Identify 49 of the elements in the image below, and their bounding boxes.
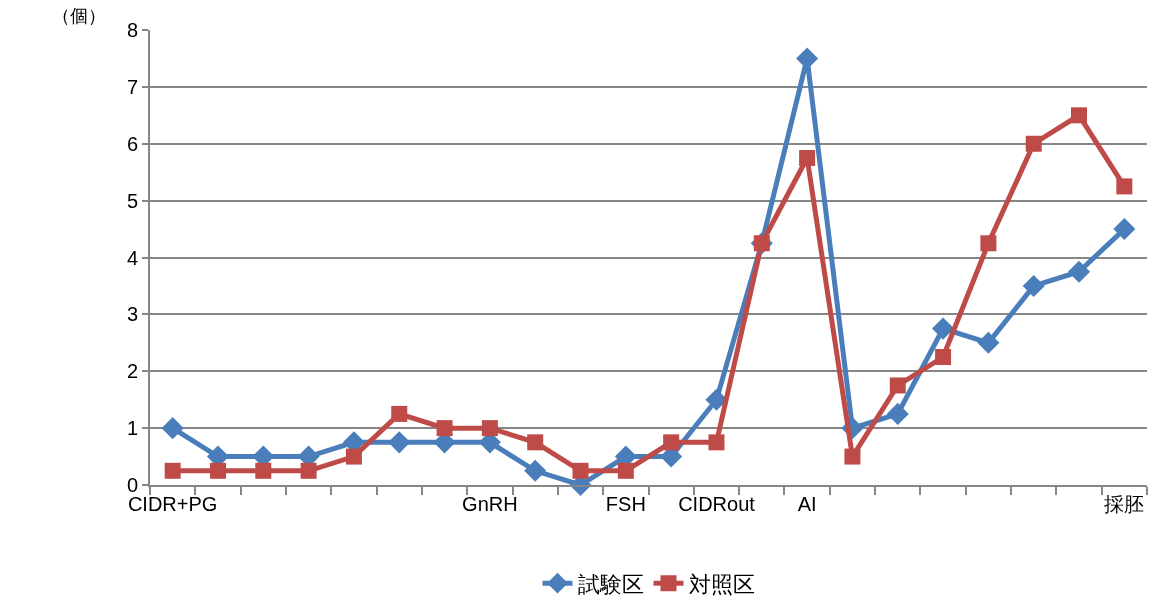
point — [663, 434, 680, 451]
point — [1067, 260, 1091, 283]
y-tick-label: 1 — [126, 417, 138, 440]
point — [799, 149, 816, 166]
x-tick-label: GnRH — [462, 493, 518, 515]
point — [1071, 107, 1088, 124]
point — [980, 235, 997, 252]
point — [164, 462, 181, 479]
point — [255, 462, 272, 479]
x-tick-label: AI — [797, 493, 817, 515]
y-tick-label: 6 — [126, 132, 138, 155]
x-tick-label: CIDR+PG — [127, 493, 218, 515]
point — [1113, 218, 1136, 241]
y-axis-title: （個） — [52, 5, 106, 26]
point — [708, 434, 725, 451]
point — [844, 448, 861, 465]
point — [436, 420, 453, 437]
point — [572, 462, 589, 479]
x-tick-label: 採胚 — [1104, 493, 1145, 515]
y-tick-label: 2 — [126, 360, 138, 383]
point — [977, 331, 1000, 354]
point — [1116, 178, 1133, 195]
point — [1022, 274, 1045, 297]
point — [388, 431, 411, 454]
point — [935, 349, 952, 366]
point — [345, 448, 362, 465]
x-tick-label: FSH — [605, 493, 646, 515]
y-tick-label: 7 — [126, 75, 138, 98]
point — [300, 462, 317, 479]
y-tick-label: 4 — [126, 246, 138, 269]
y-tick-label: 8 — [126, 19, 138, 41]
point — [527, 434, 544, 451]
legend-label: 試験区 — [577, 571, 644, 597]
point — [932, 317, 955, 340]
point — [1025, 135, 1042, 152]
y-tick-label: 3 — [126, 303, 138, 326]
point — [161, 417, 184, 440]
point — [524, 459, 547, 482]
point — [796, 47, 819, 70]
point — [886, 402, 909, 425]
y-tick-label: 5 — [126, 189, 138, 212]
y-tick-label: 0 — [126, 474, 138, 496]
legend-label: 対照区 — [688, 571, 755, 597]
x-tick-label: CIDRout — [678, 493, 756, 515]
point — [209, 462, 226, 479]
point — [391, 405, 408, 422]
point — [481, 420, 498, 437]
point — [617, 462, 634, 479]
point — [889, 377, 906, 394]
